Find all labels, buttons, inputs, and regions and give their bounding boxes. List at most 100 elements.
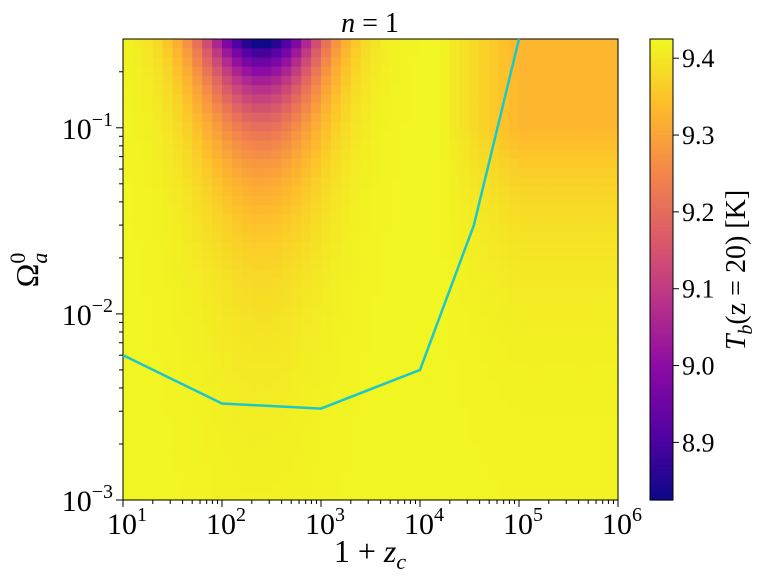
heatmap-cell xyxy=(231,66,243,77)
heatmap-cell xyxy=(123,66,134,77)
heatmap-cell xyxy=(380,103,391,114)
heatmap-cell xyxy=(202,297,213,307)
colorbar-segment xyxy=(650,115,673,121)
heatmap-cell xyxy=(439,168,451,178)
heatmap-cell xyxy=(261,112,273,123)
heatmap-cell xyxy=(350,306,362,317)
heatmap-cell xyxy=(509,232,520,243)
heatmap-cell xyxy=(202,352,213,363)
heatmap-cell xyxy=(459,186,471,197)
heatmap-cell xyxy=(311,389,322,400)
heatmap-cell xyxy=(499,232,510,243)
heatmap-cell xyxy=(578,112,589,123)
heatmap-cell xyxy=(429,352,441,363)
heatmap-cell xyxy=(261,334,273,344)
heatmap-cell xyxy=(380,417,391,427)
heatmap-cell xyxy=(410,490,421,501)
heatmap-cell xyxy=(340,426,352,437)
heatmap-cell xyxy=(588,407,599,418)
heatmap-cell xyxy=(212,315,223,326)
colorbar-tick-label: 8.9 xyxy=(682,428,715,457)
heatmap-cell xyxy=(548,260,560,271)
heatmap-cell xyxy=(231,186,243,197)
heatmap-cell xyxy=(261,444,273,455)
heatmap-cell xyxy=(449,481,461,492)
heatmap-cell xyxy=(172,195,183,206)
heatmap-cell xyxy=(410,435,421,446)
heatmap-cell xyxy=(370,103,381,114)
heatmap-cell xyxy=(598,149,609,160)
heatmap-cell xyxy=(340,370,352,381)
heatmap-cell xyxy=(608,398,619,409)
heatmap-cell xyxy=(360,131,372,142)
heatmap-cell xyxy=(509,435,520,446)
heatmap-cell xyxy=(380,407,391,418)
heatmap-cell xyxy=(588,334,599,344)
heatmap-cell xyxy=(132,223,144,234)
heatmap-cell xyxy=(439,389,451,400)
heatmap-cell xyxy=(212,380,223,390)
heatmap-cell xyxy=(192,370,203,381)
heatmap-cell xyxy=(558,57,570,68)
heatmap-cell xyxy=(321,251,332,261)
heatmap-cell xyxy=(390,140,401,151)
heatmap-cell xyxy=(439,75,451,86)
heatmap-cell xyxy=(241,297,253,307)
heatmap-cell xyxy=(202,251,213,261)
heatmap-cell xyxy=(152,444,164,455)
heatmap-cell xyxy=(251,453,263,464)
heatmap-cell xyxy=(479,85,490,95)
heatmap-cell xyxy=(123,370,134,381)
colorbar-segment xyxy=(650,484,673,490)
heatmap-cell xyxy=(578,389,589,400)
heatmap-cell xyxy=(321,352,332,363)
heatmap-cell xyxy=(172,260,183,271)
heatmap-cell xyxy=(360,352,372,363)
colorbar-segment xyxy=(650,200,673,205)
heatmap-cell xyxy=(330,278,342,289)
heatmap-cell xyxy=(598,204,609,215)
heatmap-cell xyxy=(330,66,342,77)
heatmap-cell xyxy=(202,112,213,123)
heatmap-cell xyxy=(281,472,292,483)
heatmap-cell xyxy=(142,481,154,492)
heatmap-cell xyxy=(449,103,461,114)
heatmap-cell xyxy=(538,287,550,298)
heatmap-cell xyxy=(380,121,391,132)
heatmap-cell xyxy=(271,85,282,95)
heatmap-cell xyxy=(449,306,461,317)
heatmap-cell xyxy=(202,370,213,381)
heatmap-cell xyxy=(301,315,312,326)
heatmap-cell xyxy=(439,334,451,344)
heatmap-cell xyxy=(231,453,243,464)
heatmap-cell xyxy=(608,57,619,68)
heatmap-cell xyxy=(241,168,253,178)
heatmap-cell xyxy=(152,426,164,437)
colorbar-segment xyxy=(650,392,673,397)
heatmap-cell xyxy=(182,435,193,446)
heatmap-cell xyxy=(192,287,203,298)
heatmap-cell xyxy=(390,278,401,289)
heatmap-cell xyxy=(479,389,490,400)
heatmap-cell xyxy=(608,195,619,206)
heatmap-cell xyxy=(568,149,579,160)
heatmap-cell xyxy=(420,112,431,123)
heatmap-cell xyxy=(400,177,411,188)
heatmap-cell xyxy=(340,140,352,151)
heatmap-cell xyxy=(548,481,560,492)
heatmap-cell xyxy=(429,361,441,372)
heatmap-cell xyxy=(231,417,243,427)
heatmap-cell xyxy=(548,315,560,326)
heatmap-cell xyxy=(261,343,273,354)
heatmap-cell xyxy=(479,57,490,68)
heatmap-cell xyxy=(321,297,332,307)
heatmap-cell xyxy=(370,481,381,492)
heatmap-cell xyxy=(449,140,461,151)
heatmap-cell xyxy=(519,435,530,446)
heatmap-cell xyxy=(291,103,302,114)
heatmap-cell xyxy=(162,177,174,188)
heatmap-cell xyxy=(568,426,579,437)
heatmap-cell xyxy=(222,168,233,178)
colorbar-segment xyxy=(650,150,673,155)
heatmap-cell xyxy=(479,186,490,197)
